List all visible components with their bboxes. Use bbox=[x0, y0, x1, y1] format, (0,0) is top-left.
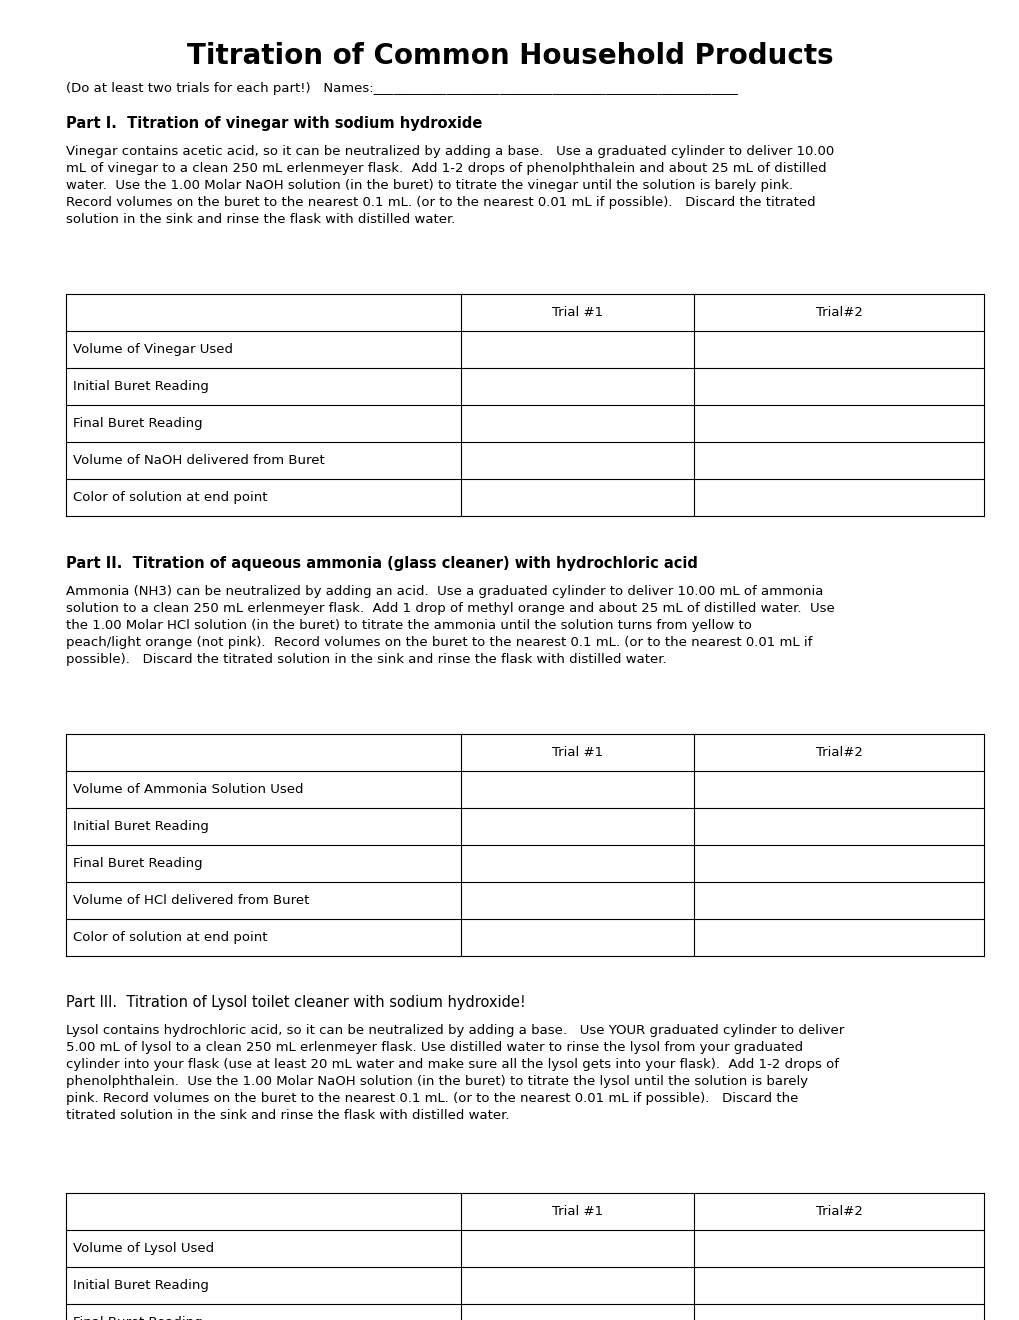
Text: Volume of HCl delivered from Buret: Volume of HCl delivered from Buret bbox=[73, 894, 310, 907]
Text: Trial#2: Trial#2 bbox=[815, 746, 861, 759]
Text: Part II.  Titration of aqueous ammonia (glass cleaner) with hydrochloric acid: Part II. Titration of aqueous ammonia (g… bbox=[66, 556, 697, 570]
Text: Color of solution at end point: Color of solution at end point bbox=[73, 931, 268, 944]
Text: Trial#2: Trial#2 bbox=[815, 306, 861, 319]
Text: Final Buret Reading: Final Buret Reading bbox=[73, 1316, 203, 1320]
Text: Initial Buret Reading: Initial Buret Reading bbox=[73, 380, 209, 393]
Text: Volume of Vinegar Used: Volume of Vinegar Used bbox=[73, 343, 233, 356]
Text: Part III.  Titration of Lysol toilet cleaner with sodium hydroxide!: Part III. Titration of Lysol toilet clea… bbox=[66, 995, 526, 1010]
Text: Trial #1: Trial #1 bbox=[551, 1205, 602, 1218]
Text: Vinegar contains acetic acid, so it can be neutralized by adding a base.   Use a: Vinegar contains acetic acid, so it can … bbox=[66, 145, 834, 226]
Text: Volume of NaOH delivered from Buret: Volume of NaOH delivered from Buret bbox=[73, 454, 325, 467]
Text: Part I.  Titration of vinegar with sodium hydroxide: Part I. Titration of vinegar with sodium… bbox=[66, 116, 482, 131]
Text: (Do at least two trials for each part!)   Names:________________________________: (Do at least two trials for each part!) … bbox=[66, 82, 738, 95]
Text: Final Buret Reading: Final Buret Reading bbox=[73, 857, 203, 870]
Text: Color of solution at end point: Color of solution at end point bbox=[73, 491, 268, 504]
Text: Final Buret Reading: Final Buret Reading bbox=[73, 417, 203, 430]
Text: Trial #1: Trial #1 bbox=[551, 306, 602, 319]
Text: Lysol contains hydrochloric acid, so it can be neutralized by adding a base.   U: Lysol contains hydrochloric acid, so it … bbox=[66, 1024, 844, 1122]
Text: Trial#2: Trial#2 bbox=[815, 1205, 861, 1218]
Text: Volume of Lysol Used: Volume of Lysol Used bbox=[73, 1242, 214, 1255]
Text: Initial Buret Reading: Initial Buret Reading bbox=[73, 820, 209, 833]
Text: Ammonia (NH3) can be neutralized by adding an acid.  Use a graduated cylinder to: Ammonia (NH3) can be neutralized by addi… bbox=[66, 585, 835, 665]
Text: Initial Buret Reading: Initial Buret Reading bbox=[73, 1279, 209, 1292]
Text: Titration of Common Household Products: Titration of Common Household Products bbox=[186, 42, 833, 70]
Text: Volume of Ammonia Solution Used: Volume of Ammonia Solution Used bbox=[73, 783, 304, 796]
Text: Trial #1: Trial #1 bbox=[551, 746, 602, 759]
